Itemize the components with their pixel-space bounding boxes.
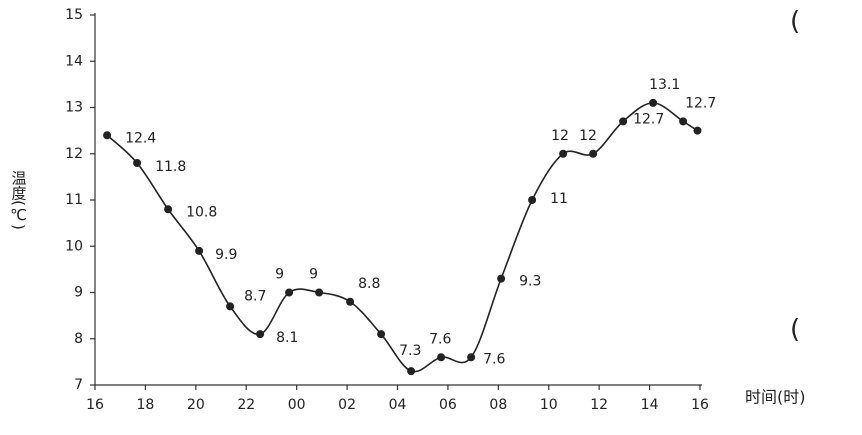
- point: [528, 196, 537, 204]
- x-tick-label: 00: [288, 397, 306, 413]
- annotation: (: [790, 315, 800, 345]
- point: [437, 353, 446, 362]
- y-tick-label: 12: [65, 146, 83, 162]
- point: [497, 274, 506, 283]
- y-tick-label: 15: [65, 7, 83, 23]
- point: [133, 159, 142, 167]
- point: [285, 288, 294, 297]
- data-label: 11: [550, 191, 568, 207]
- data-label: 9.9: [215, 247, 237, 263]
- data-label: 7.3: [399, 343, 421, 359]
- point: [619, 117, 628, 126]
- data-label: 9: [309, 267, 318, 283]
- x-tick-label: 12: [590, 397, 608, 413]
- point: [377, 330, 386, 339]
- point: [649, 98, 658, 107]
- data-label: 11.8: [155, 159, 186, 175]
- line: [106, 102, 698, 373]
- x-tick-label: 16: [691, 397, 709, 413]
- point: [256, 330, 265, 339]
- data-label: 7.6: [429, 331, 451, 347]
- x-tick-label: 18: [137, 397, 155, 413]
- x-axis-label: 时间(时): [745, 388, 806, 407]
- data-label: 12.7: [633, 111, 664, 127]
- x-tick-label: 14: [641, 397, 659, 413]
- point: [559, 149, 568, 158]
- point: [346, 297, 355, 306]
- point: [195, 246, 204, 255]
- x-tick-label: 04: [389, 397, 407, 413]
- data-label: 8.7: [244, 288, 266, 304]
- x-tick-label: 20: [187, 397, 205, 413]
- y-tick-label: 13: [65, 100, 83, 116]
- y-axis-label: 温度(℃): [10, 170, 28, 230]
- y-tick-label: 14: [65, 53, 83, 69]
- x-tick-label: 10: [540, 397, 558, 413]
- point: [164, 205, 173, 214]
- x-tick-label: 16: [86, 397, 104, 413]
- point: [589, 149, 598, 158]
- data-label: 8.8: [358, 276, 380, 292]
- y-tick-label: 8: [74, 331, 83, 347]
- point: [467, 353, 476, 362]
- x-tick-label: 22: [237, 397, 255, 413]
- point: [315, 288, 324, 297]
- data-label: 12.7: [685, 95, 716, 111]
- x-tick-label: 02: [338, 397, 356, 413]
- data-label: 9.3: [519, 274, 541, 290]
- x-tick-label: 06: [439, 397, 457, 413]
- data-label: 8.1: [276, 330, 298, 346]
- y-tick-label: 11: [65, 192, 83, 208]
- y-tick-label: 9: [74, 285, 83, 301]
- data-label: 12: [579, 128, 597, 144]
- data-label: 12: [551, 128, 569, 144]
- point: [103, 131, 112, 140]
- data-label: 10.8: [186, 204, 217, 220]
- y-tick-label: 10: [65, 238, 83, 254]
- point: [679, 117, 688, 126]
- annotation: (: [790, 7, 800, 37]
- x-tick-label: 08: [489, 397, 507, 413]
- data-label: 7.6: [483, 351, 505, 367]
- point: [226, 302, 235, 311]
- data-label: 9: [275, 267, 284, 283]
- point: [693, 126, 702, 135]
- y-tick-label: 7: [74, 377, 83, 393]
- data-label: 12.4: [125, 130, 156, 146]
- data-label: 13.1: [649, 77, 680, 93]
- point: [407, 367, 416, 376]
